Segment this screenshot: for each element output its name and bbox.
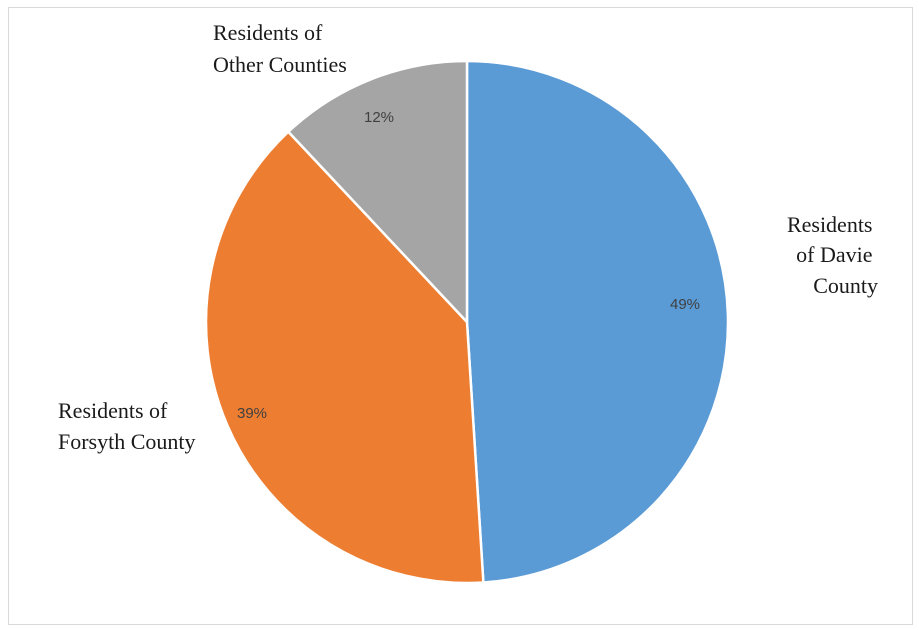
category-label-davie: Residents of Davie County <box>787 212 878 298</box>
category-label-davie-line-2: of Davie <box>796 242 872 267</box>
category-label-forsyth-line-1: Residents of <box>58 398 168 423</box>
category-label-other-line-1: Residents of <box>213 20 323 45</box>
category-label-forsyth: Residents of Forsyth County <box>58 398 196 454</box>
category-label-other-line-2: Other Counties <box>213 52 347 77</box>
category-label-other: Residents of Other Counties <box>213 20 347 77</box>
pct-label-forsyth: 39% <box>237 405 267 422</box>
pct-label-other: 12% <box>364 109 394 126</box>
category-label-davie-line-3: County <box>813 273 878 298</box>
pie-slice-other <box>287 59 469 324</box>
category-label-davie-line-1: Residents <box>787 212 873 237</box>
category-label-forsyth-line-2: Forsyth County <box>58 429 196 454</box>
pct-label-davie: 49% <box>670 296 700 313</box>
pie-slices <box>204 59 730 585</box>
pie-slice-davie <box>465 59 730 584</box>
pie-slice-forsyth <box>204 130 485 585</box>
